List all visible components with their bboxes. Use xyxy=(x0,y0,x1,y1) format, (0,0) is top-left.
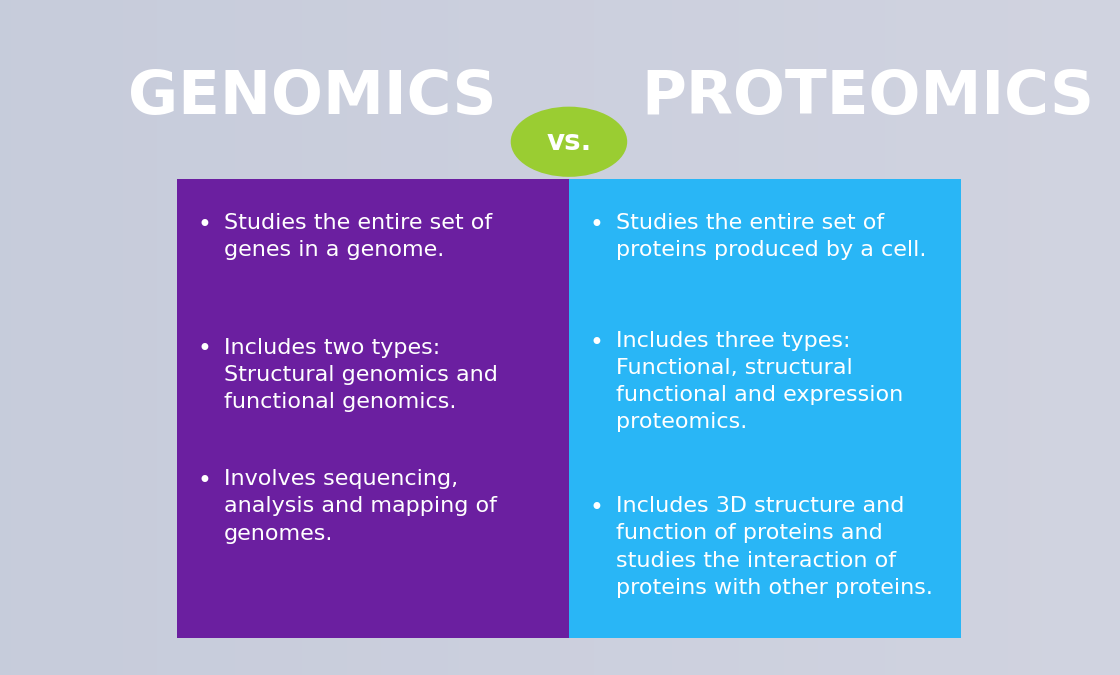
Text: Includes three types:
Functional, structural
functional and expression
proteomic: Includes three types: Functional, struct… xyxy=(616,331,903,433)
Text: •: • xyxy=(197,338,211,362)
Circle shape xyxy=(511,107,627,177)
Text: •: • xyxy=(589,331,603,355)
Text: •: • xyxy=(589,496,603,520)
Text: GENOMICS: GENOMICS xyxy=(128,68,496,128)
Text: •: • xyxy=(589,213,603,237)
FancyBboxPatch shape xyxy=(177,179,569,638)
Text: vs.: vs. xyxy=(547,128,591,156)
Text: Studies the entire set of
proteins produced by a cell.: Studies the entire set of proteins produ… xyxy=(616,213,926,260)
Text: Includes 3D structure and
function of proteins and
studies the interaction of
pr: Includes 3D structure and function of pr… xyxy=(616,496,933,598)
FancyBboxPatch shape xyxy=(569,179,961,638)
Text: Studies the entire set of
genes in a genome.: Studies the entire set of genes in a gen… xyxy=(224,213,493,260)
Text: •: • xyxy=(197,469,211,493)
Text: Includes two types:
Structural genomics and
functional genomics.: Includes two types: Structural genomics … xyxy=(224,338,498,412)
Text: PROTEOMICS: PROTEOMICS xyxy=(642,68,1094,128)
Text: •: • xyxy=(197,213,211,237)
Text: Involves sequencing,
analysis and mapping of
genomes.: Involves sequencing, analysis and mappin… xyxy=(224,469,497,543)
